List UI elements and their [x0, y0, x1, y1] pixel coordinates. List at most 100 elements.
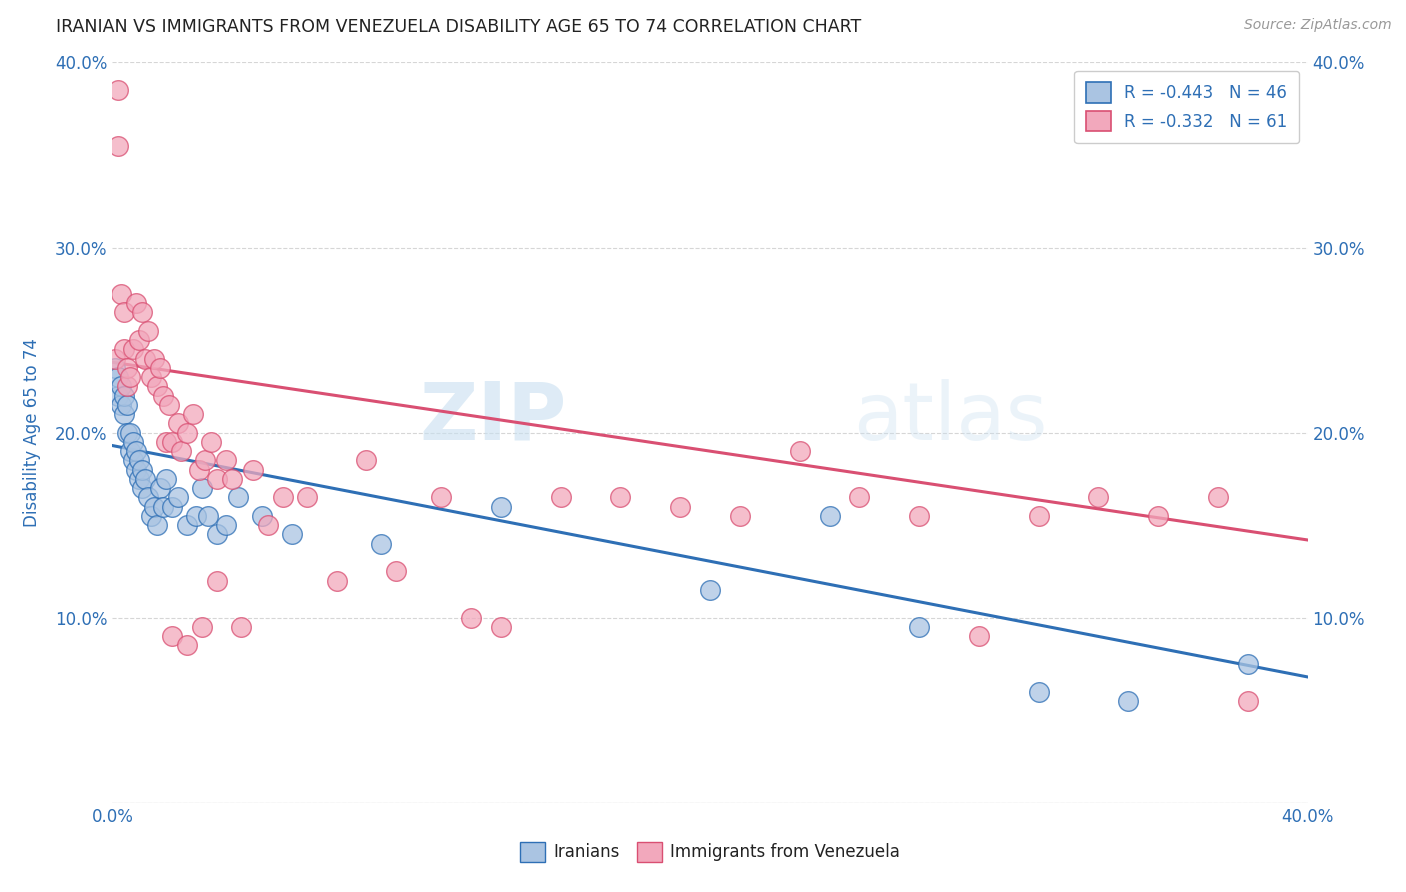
Point [125, 462, 148, 476]
Point [152, 388, 174, 402]
Point [149, 481, 172, 495]
Point [134, 351, 156, 366]
Point [110, 398, 132, 412]
Point [205, 527, 228, 541]
Point [699, 582, 721, 597]
Point [149, 360, 172, 375]
Point [157, 398, 180, 412]
Point [669, 500, 692, 514]
Point [117, 425, 139, 440]
Point [114, 305, 135, 319]
Point [141, 508, 163, 523]
Point [125, 444, 148, 458]
Point [191, 620, 214, 634]
Point [325, 574, 347, 588]
Point [131, 481, 153, 495]
Point [167, 417, 190, 431]
Point [107, 388, 129, 402]
Point [138, 324, 160, 338]
Point [1237, 694, 1260, 708]
Point [114, 407, 135, 421]
Point [107, 138, 129, 153]
Point [131, 305, 153, 319]
Point [162, 629, 183, 643]
Point [221, 472, 243, 486]
Point [131, 462, 153, 476]
Point [120, 425, 142, 440]
Text: Source: ZipAtlas.com: Source: ZipAtlas.com [1244, 18, 1392, 32]
Point [117, 398, 139, 412]
Point [789, 444, 811, 458]
Point [848, 491, 870, 505]
Point [1118, 694, 1140, 708]
Point [146, 379, 169, 393]
Point [143, 351, 166, 366]
Point [114, 388, 135, 402]
Point [908, 620, 931, 634]
Point [110, 379, 132, 393]
Point [295, 491, 318, 505]
Point [818, 508, 841, 523]
Point [609, 491, 631, 505]
Point [271, 491, 294, 505]
Y-axis label: Disability Age 65 to 74: Disability Age 65 to 74 [24, 338, 41, 527]
Point [120, 370, 142, 384]
Point [128, 472, 150, 486]
Point [250, 508, 273, 523]
Point [194, 453, 217, 467]
Point [134, 472, 156, 486]
Point [176, 518, 198, 533]
Point [200, 434, 222, 449]
Point [967, 629, 990, 643]
Point [110, 286, 132, 301]
Point [229, 620, 252, 634]
Point [908, 508, 931, 523]
Point [162, 500, 183, 514]
Point [128, 333, 150, 347]
Point [152, 500, 174, 514]
Point [385, 565, 408, 579]
Point [205, 574, 228, 588]
Point [1206, 491, 1229, 505]
Point [1237, 657, 1260, 671]
Point [138, 491, 160, 505]
Text: IRANIAN VS IMMIGRANTS FROM VENEZUELA DISABILITY AGE 65 TO 74 CORRELATION CHART: IRANIAN VS IMMIGRANTS FROM VENEZUELA DIS… [56, 18, 862, 36]
Point [215, 518, 238, 533]
Point [122, 343, 145, 357]
Point [242, 462, 264, 476]
Point [143, 500, 166, 514]
Point [186, 508, 208, 523]
Point [205, 472, 228, 486]
Point [257, 518, 280, 533]
Point [122, 453, 145, 467]
Point [125, 296, 148, 310]
Point [215, 453, 238, 467]
Text: atlas: atlas [853, 379, 1047, 457]
Legend: Iranians, Immigrants from Venezuela: Iranians, Immigrants from Venezuela [513, 835, 907, 869]
Point [167, 491, 190, 505]
Point [176, 425, 198, 440]
Point [191, 481, 214, 495]
Point [430, 491, 453, 505]
Point [107, 83, 129, 97]
Point [107, 370, 129, 384]
Point [197, 508, 219, 523]
Point [117, 360, 139, 375]
Point [176, 639, 198, 653]
Point [117, 379, 139, 393]
Point [226, 491, 249, 505]
Point [146, 518, 169, 533]
Text: ZIP: ZIP [419, 379, 567, 457]
Point [181, 407, 204, 421]
Point [356, 453, 378, 467]
Point [162, 434, 183, 449]
Point [1147, 508, 1170, 523]
Point [141, 370, 163, 384]
Point [1087, 491, 1109, 505]
Point [122, 434, 145, 449]
Point [281, 527, 304, 541]
Point [489, 620, 512, 634]
Point [188, 462, 211, 476]
Point [120, 444, 142, 458]
Point [550, 491, 572, 505]
